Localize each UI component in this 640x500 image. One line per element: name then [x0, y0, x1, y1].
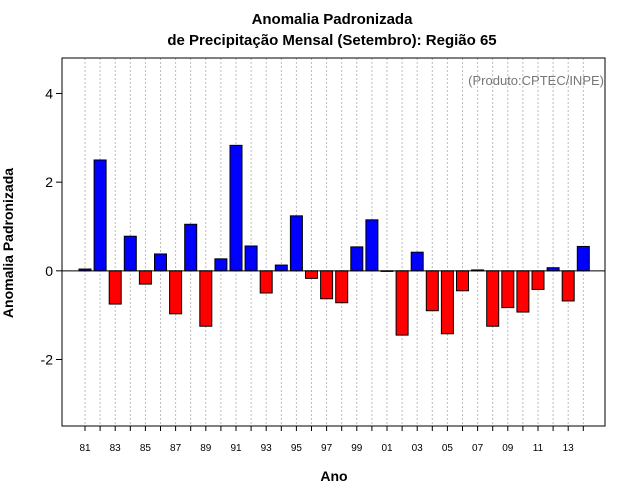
bar-1997: [320, 270, 334, 300]
x-tick-label: 87: [170, 443, 182, 454]
x-tick-label: 05: [442, 443, 454, 454]
bar-2002: [395, 270, 409, 336]
bar-2003: [410, 251, 424, 272]
x-tick-label: 01: [381, 443, 393, 454]
bar-1982: [93, 159, 107, 272]
y-tick-label: 0: [45, 263, 53, 279]
x-tick-label: 81: [79, 443, 91, 454]
bar-2010: [516, 270, 530, 313]
x-axis-label: Ano: [320, 468, 347, 484]
bar-2013: [561, 270, 575, 302]
bar-1991: [229, 144, 243, 272]
bar-2000: [365, 219, 379, 272]
bar-2011: [531, 270, 545, 290]
x-tick-label: 95: [291, 443, 303, 454]
x-tick-label: 93: [261, 443, 273, 454]
chart-title: Anomalia Padronizada: [252, 11, 414, 28]
bar-2009: [501, 270, 515, 309]
bar-2004: [425, 270, 439, 312]
credit-label: (Produto:CPTEC/INPE): [468, 73, 604, 88]
bar-1988: [184, 223, 198, 272]
x-tick-label: 85: [140, 443, 152, 454]
x-axis: 81 83 85 87 89 91 93 95 97 99 01 03 05 07 09 11 13: [79, 426, 584, 454]
x-tick-label: 09: [502, 443, 514, 454]
bar-1995: [289, 215, 303, 272]
y-tick-label: 2: [45, 174, 53, 190]
bar-2014: [576, 245, 590, 272]
bar-1987: [169, 270, 183, 315]
bar-1998: [335, 270, 349, 304]
bar-2005: [440, 270, 454, 335]
bar-1984: [123, 235, 137, 272]
x-tick-label: 03: [412, 443, 424, 454]
bar-1994: [274, 264, 288, 272]
y-tick-label: 4: [45, 85, 53, 101]
plot-frame: [61, 57, 606, 427]
bar-2008: [486, 270, 500, 327]
y-axis-label: Anomalia Padronizada: [0, 168, 16, 318]
bars: [78, 144, 590, 336]
x-tick-label: 13: [563, 443, 575, 454]
chart-subtitle: de Precipitação Mensal (Setembro): Regiã…: [167, 32, 496, 49]
bar-1996: [305, 270, 318, 279]
x-tick-label: 97: [321, 443, 333, 454]
y-axis: -2 0 2 4: [41, 85, 62, 367]
grid-lines: [84, 58, 584, 426]
bar-1990: [214, 258, 228, 272]
bar-1983: [108, 270, 122, 305]
x-tick-label: 89: [200, 443, 212, 454]
x-tick-label: 91: [230, 443, 242, 454]
x-tick-label: 11: [533, 443, 544, 454]
bar-1992: [244, 245, 258, 272]
bar-1999: [350, 246, 364, 272]
x-tick-label: 07: [472, 443, 484, 454]
x-tick-label: 83: [110, 443, 122, 454]
bar-1986: [154, 253, 167, 272]
bar-1985: [138, 270, 152, 285]
bar-2006: [456, 270, 469, 292]
bar-1989: [199, 270, 213, 327]
bar-1993: [259, 270, 273, 294]
y-tick-label: -2: [41, 351, 54, 367]
x-tick-label: 99: [351, 443, 363, 454]
